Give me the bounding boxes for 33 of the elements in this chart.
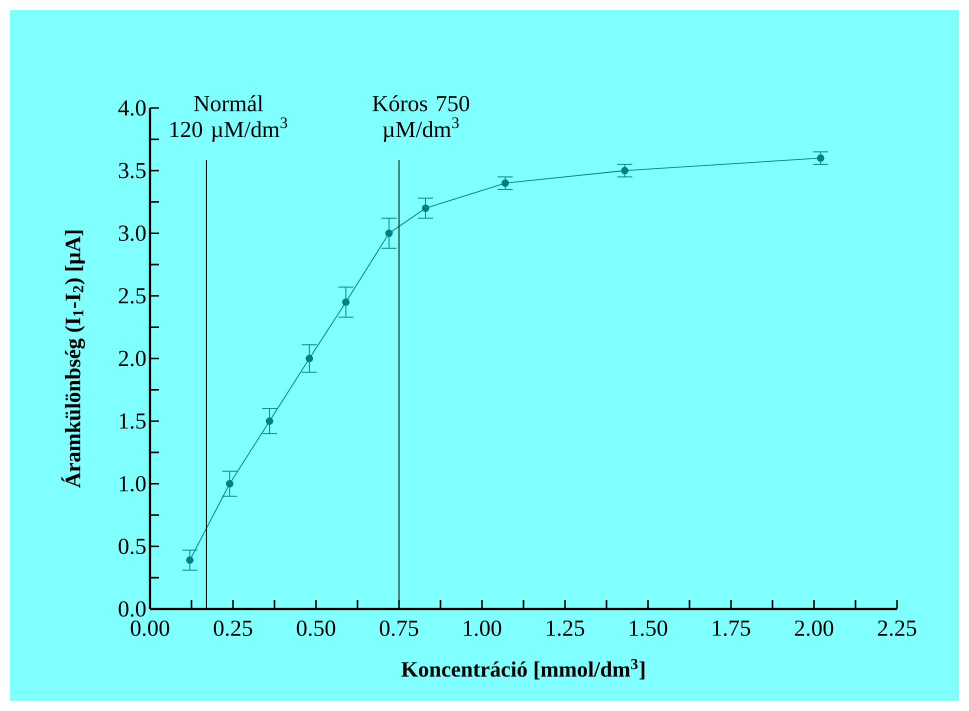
x-tick-label: 1.50 xyxy=(630,620,668,636)
point xyxy=(306,354,314,362)
y-tick-label: 0.5 xyxy=(118,538,146,554)
x-tick-label: 0.00 xyxy=(130,620,170,636)
y-axis-title: Áramkülönbség (I$_{1}$-I$_{2}$) [µA] xyxy=(61,230,86,488)
point xyxy=(501,179,509,187)
x-tick-label: 1.75 xyxy=(712,620,750,636)
point xyxy=(342,298,350,306)
x-tick-label: 0.25 xyxy=(214,620,252,636)
x-axis-title: Koncentráció [mmol/dm$^{3}$] xyxy=(401,658,644,680)
point xyxy=(266,417,274,425)
y-tick-label: 4.0 xyxy=(118,100,146,116)
point xyxy=(226,480,234,488)
x-tick-label: 2.00 xyxy=(794,620,834,636)
x-tick-label: 0.50 xyxy=(296,620,336,636)
y-tick-label: 3.0 xyxy=(118,225,146,242)
point xyxy=(422,204,430,212)
point xyxy=(621,166,629,174)
y-tick-label: 1.0 xyxy=(120,476,146,492)
ref-line-label: Normál 120 µM/dm$^{3}$ xyxy=(170,95,288,142)
y-tick-label: 0.0 xyxy=(118,601,146,617)
y-tick-label: 2.5 xyxy=(118,288,146,304)
point xyxy=(816,154,824,162)
y-tick-label: 2.0 xyxy=(118,350,146,366)
x-tick-label: 1.25 xyxy=(546,620,584,636)
x-tick-label: 0.75 xyxy=(380,620,418,636)
x-tick-label: 2.25 xyxy=(878,620,916,636)
x-tick-label: 1.00 xyxy=(464,620,502,636)
y-tick-label: 1.5 xyxy=(120,413,146,429)
point xyxy=(186,556,194,564)
ref-line-label: Kóros 750 µM/dm$^{3}$ xyxy=(372,95,470,142)
point xyxy=(385,229,393,237)
y-tick-label: 3.5 xyxy=(118,162,146,178)
